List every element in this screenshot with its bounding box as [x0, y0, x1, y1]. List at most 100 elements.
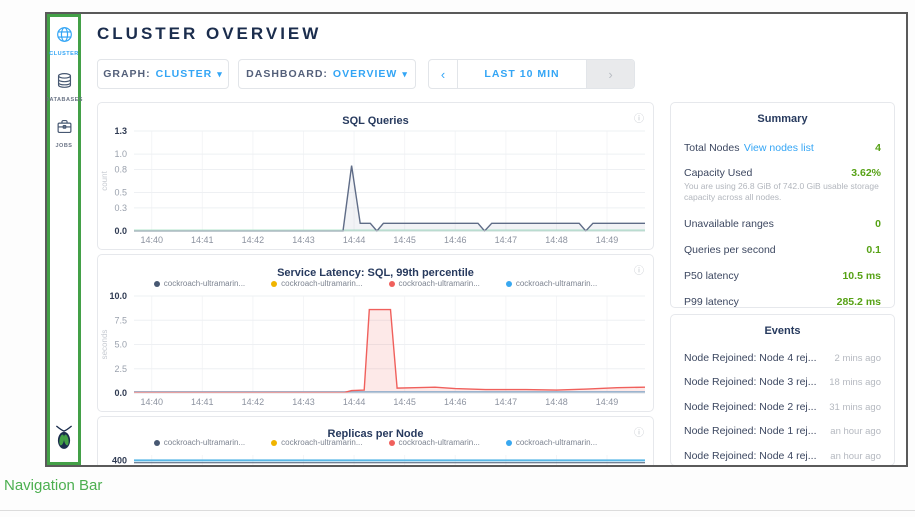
- svg-text:2.5: 2.5: [114, 364, 127, 374]
- annotation-navigation-bar: Navigation Bar: [4, 477, 102, 494]
- dashboard-dropdown-value: OVERVIEW: [333, 68, 397, 80]
- svg-text:14:47: 14:47: [495, 235, 518, 245]
- chart-title: SQL Queries: [342, 115, 408, 127]
- summary-row-queries-per-second: Queries per second 0.1: [684, 244, 881, 256]
- replicas-per-node-chart-card: Replicas per Node ⓘ cockroach-ultramarin…: [97, 416, 654, 467]
- series-color-dot: [389, 281, 395, 287]
- sidebar-item-cluster[interactable]: CLUSTER: [49, 26, 78, 57]
- sidebar-item-databases[interactable]: DATABASES: [45, 72, 83, 103]
- chevron-down-icon: ▾: [217, 69, 223, 80]
- svg-text:0.0: 0.0: [114, 388, 127, 398]
- event-text: Node Rejoined: Node 4 rej...: [684, 450, 817, 462]
- chart-title: Service Latency: SQL, 99th percentile: [277, 267, 474, 279]
- svg-text:14:49: 14:49: [596, 235, 619, 245]
- info-icon[interactable]: ⓘ: [634, 262, 644, 277]
- app-window: CLUSTER DATABASES JOBS: [45, 12, 908, 467]
- list-item[interactable]: Node Rejoined: Node 4 rej... 2 mins ago: [684, 352, 881, 364]
- event-time: an hour ago: [830, 426, 881, 437]
- sidebar-item-label: CLUSTER: [49, 51, 78, 57]
- event-text: Node Rejoined: Node 1 rej...: [684, 425, 817, 437]
- info-icon[interactable]: ⓘ: [634, 424, 644, 439]
- svg-text:14:45: 14:45: [393, 397, 416, 407]
- database-icon: [56, 72, 73, 94]
- time-range-selector: ‹ LAST 10 MIN ›: [428, 59, 635, 89]
- summary-row-p50-latency: P50 latency 10.5 ms: [684, 270, 881, 282]
- series-color-dot: [271, 281, 277, 287]
- summary-label: Total Nodes: [684, 142, 739, 154]
- svg-text:14:45: 14:45: [393, 235, 416, 245]
- sql-queries-chart-card: SQL Queries ⓘ 0.00.30.50.81.01.314:4014:…: [97, 102, 654, 250]
- event-time: 31 mins ago: [829, 402, 881, 413]
- svg-text:0.8: 0.8: [114, 164, 127, 174]
- svg-text:0.3: 0.3: [114, 203, 127, 213]
- summary-row-p99-latency: P99 latency 285.2 ms: [684, 296, 881, 308]
- legend-item[interactable]: cockroach-ultramarin...: [154, 438, 245, 447]
- svg-text:14:44: 14:44: [343, 235, 366, 245]
- series-color-dot: [154, 281, 160, 287]
- svg-text:14:40: 14:40: [140, 235, 163, 245]
- event-time: 2 mins ago: [835, 353, 881, 364]
- bottom-divider: [0, 510, 915, 511]
- svg-text:0.0: 0.0: [114, 226, 127, 236]
- info-icon[interactable]: ⓘ: [634, 110, 644, 125]
- series-color-dot: [506, 281, 512, 287]
- summary-value: 10.5 ms: [842, 270, 881, 282]
- sidebar-item-jobs[interactable]: JOBS: [56, 118, 73, 149]
- sidebar-item-label: DATABASES: [45, 97, 83, 103]
- chevron-down-icon: ▾: [402, 69, 408, 80]
- summary-value: 4: [875, 142, 881, 154]
- legend-item[interactable]: cockroach-ultramarin...: [154, 279, 245, 288]
- page-title: CLUSTER OVERVIEW: [97, 24, 321, 44]
- sql-queries-chart[interactable]: 0.00.30.50.81.01.314:4014:4114:4214:4314…: [98, 125, 653, 247]
- event-time: an hour ago: [830, 451, 881, 462]
- service-latency-chart[interactable]: 0.02.55.07.510.014:4014:4114:4214:4314:4…: [98, 290, 653, 409]
- dashboard-dropdown-label: DASHBOARD:: [246, 68, 328, 80]
- legend-item[interactable]: cockroach-ultramarin...: [506, 279, 597, 288]
- event-time: 18 mins ago: [829, 377, 881, 388]
- list-item[interactable]: Node Rejoined: Node 1 rej... an hour ago: [684, 425, 881, 437]
- time-range-button[interactable]: LAST 10 MIN: [458, 60, 586, 88]
- summary-row-total-nodes: Total Nodes View nodes list 4: [684, 138, 881, 156]
- view-nodes-list-link[interactable]: View nodes list: [744, 142, 814, 154]
- svg-text:14:47: 14:47: [495, 397, 518, 407]
- summary-row-unavailable-ranges: Unavailable ranges 0: [684, 218, 881, 230]
- summary-panel: Summary Total Nodes View nodes list 4 Ca…: [670, 102, 895, 308]
- summary-label: P50 latency: [684, 270, 739, 282]
- dashboard-dropdown[interactable]: DASHBOARD: OVERVIEW ▾: [238, 59, 416, 89]
- svg-text:14:48: 14:48: [545, 397, 568, 407]
- svg-text:14:40: 14:40: [140, 397, 163, 407]
- svg-text:14:43: 14:43: [292, 235, 315, 245]
- summary-value: 0: [875, 218, 881, 230]
- graph-dropdown[interactable]: GRAPH: CLUSTER ▾: [97, 59, 229, 89]
- legend-item[interactable]: cockroach-ultramarin...: [506, 438, 597, 447]
- event-text: Node Rejoined: Node 2 rej...: [684, 401, 817, 413]
- svg-text:14:46: 14:46: [444, 235, 467, 245]
- summary-value: 285.2 ms: [837, 296, 881, 308]
- time-prev-button[interactable]: ‹: [429, 60, 458, 88]
- globe-icon: [56, 26, 73, 48]
- briefcase-icon: [56, 118, 73, 140]
- svg-text:400: 400: [112, 455, 127, 465]
- summary-value: 0.1: [866, 244, 881, 256]
- svg-text:14:49: 14:49: [596, 397, 619, 407]
- summary-value: 3.62%: [851, 167, 881, 179]
- summary-title: Summary: [684, 103, 881, 127]
- list-item[interactable]: Node Rejoined: Node 3 rej... 18 mins ago: [684, 376, 881, 388]
- summary-label: Capacity Used: [684, 167, 752, 179]
- svg-text:count: count: [100, 170, 109, 190]
- service-latency-chart-card: Service Latency: SQL, 99th percentile ⓘ …: [97, 254, 654, 412]
- summary-label: Queries per second: [684, 244, 776, 256]
- list-item[interactable]: Node Rejoined: Node 4 rej... an hour ago: [684, 450, 881, 462]
- svg-text:14:42: 14:42: [242, 397, 265, 407]
- replicas-per-node-chart[interactable]: 400: [98, 449, 653, 467]
- svg-text:14:43: 14:43: [292, 397, 315, 407]
- series-color-dot: [271, 440, 277, 446]
- svg-text:14:41: 14:41: [191, 397, 214, 407]
- summary-row-capacity-used: Capacity Used 3.62%: [684, 167, 881, 179]
- list-item[interactable]: Node Rejoined: Node 2 rej... 31 mins ago: [684, 401, 881, 413]
- series-color-dot: [154, 440, 160, 446]
- cockroachdb-bug-logo: [53, 424, 75, 455]
- svg-text:0.5: 0.5: [114, 188, 127, 198]
- svg-text:10.0: 10.0: [109, 291, 127, 301]
- navigation-bar: CLUSTER DATABASES JOBS: [47, 14, 81, 465]
